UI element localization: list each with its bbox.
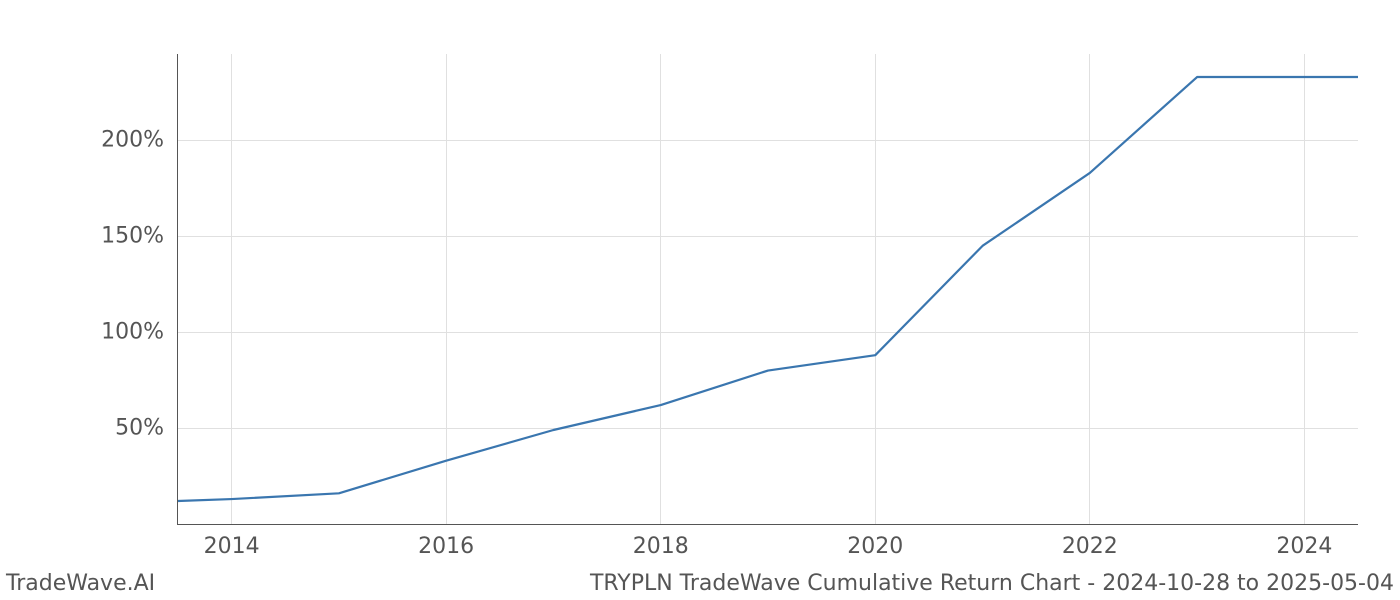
x-tick-label: 2016 [418,534,474,559]
y-tick-label: 100% [101,320,164,345]
axis-spine-bottom [177,524,1358,525]
plot-area [178,54,1358,524]
x-tick-label: 2018 [633,534,689,559]
x-tick-label: 2020 [847,534,903,559]
cumulative-return-line [178,77,1358,501]
x-tick-label: 2014 [204,534,260,559]
y-tick-label: 50% [115,416,164,441]
footer-brand-text: TradeWave.AI [6,571,155,596]
x-tick-label: 2022 [1062,534,1118,559]
y-tick-label: 200% [101,128,164,153]
x-tick-label: 2024 [1276,534,1332,559]
y-tick-label: 150% [101,224,164,249]
footer-chart-title: TRYPLN TradeWave Cumulative Return Chart… [590,571,1394,596]
line-series [178,54,1358,524]
chart-figure: 2014 2016 2018 2020 2022 2024 50% 100% 150% 200%… [0,0,1400,600]
axis-spine-left [177,54,178,524]
